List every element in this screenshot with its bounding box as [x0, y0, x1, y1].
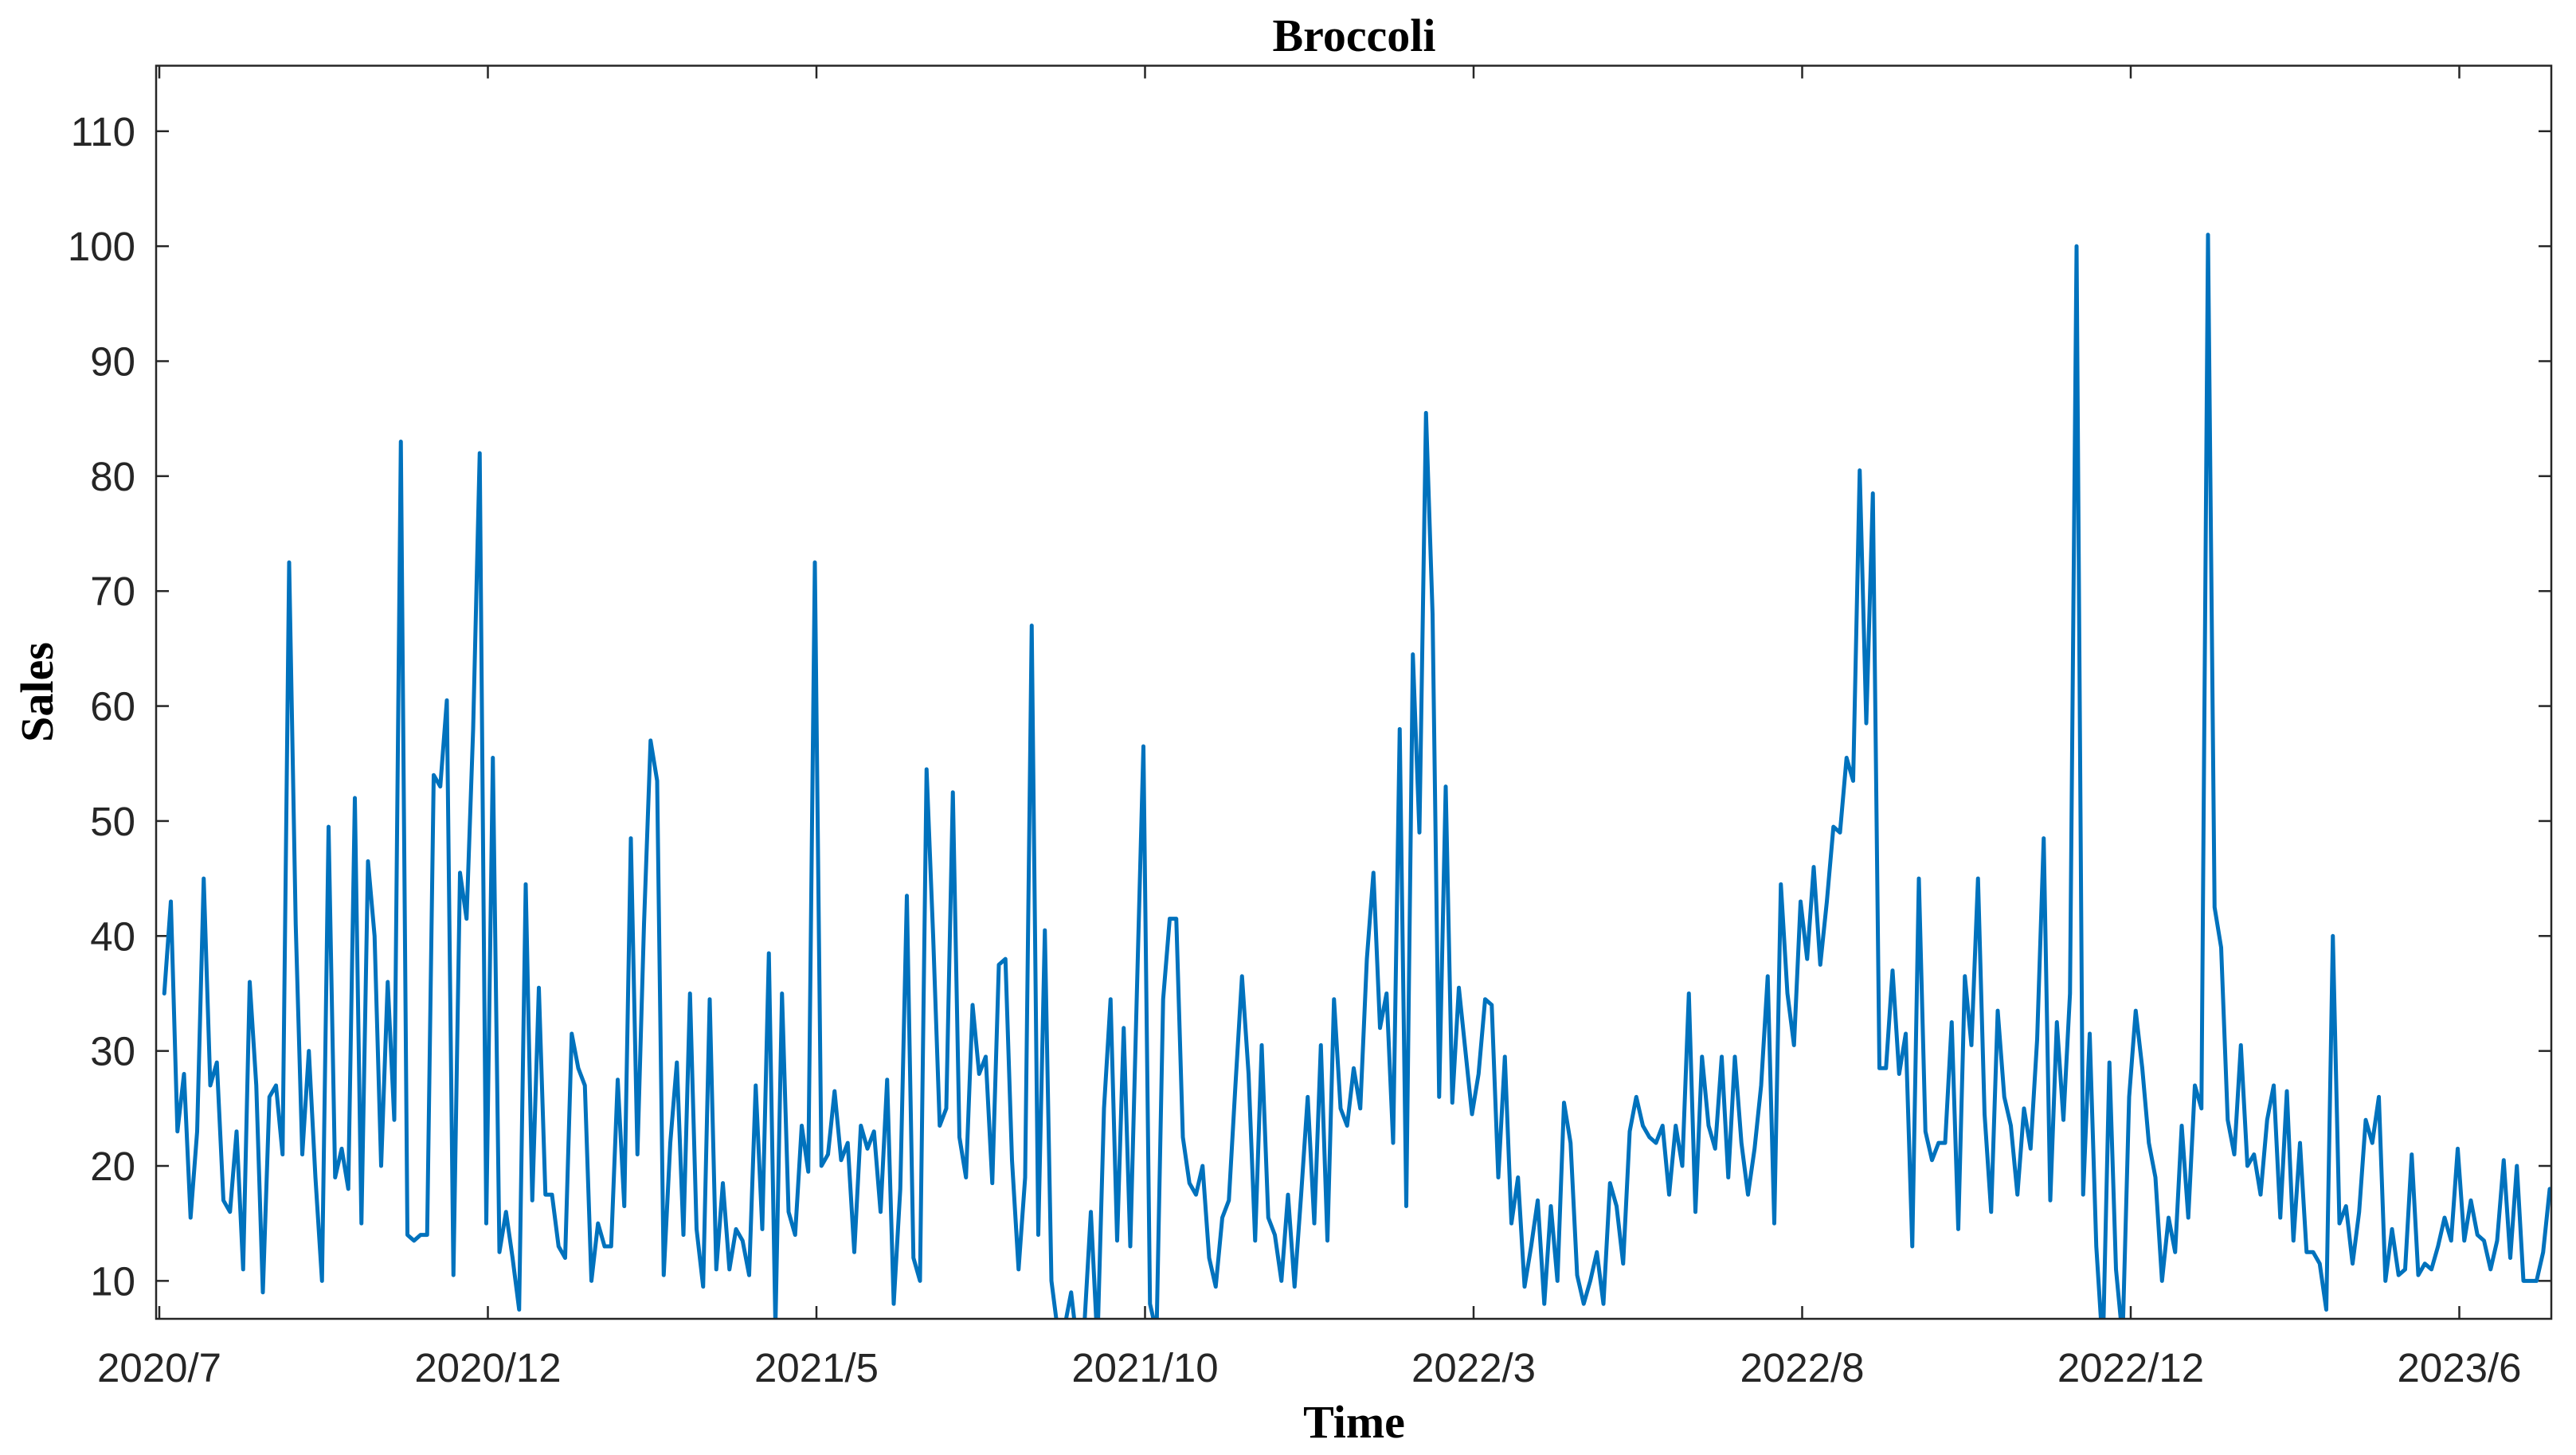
x-tick-label: 2023/6 — [2398, 1345, 2522, 1390]
tick-marks — [156, 65, 2551, 1319]
y-tick-label: 40 — [90, 913, 135, 959]
x-tick-label: 2022/8 — [1740, 1345, 1865, 1390]
y-axis-label: Sales — [11, 642, 63, 742]
y-tick-label: 70 — [90, 569, 135, 614]
y-tick-label: 110 — [71, 109, 135, 154]
x-axis-label: Time — [1303, 1396, 1405, 1448]
x-tick-label: 2021/5 — [754, 1345, 879, 1390]
y-tick-label: 80 — [90, 454, 135, 499]
plot-background — [156, 65, 2551, 1319]
y-tick-label: 10 — [90, 1258, 135, 1304]
y-tick-label: 60 — [90, 684, 135, 729]
x-tick-labels: 2020/7 2020/12 2021/5 2021/10 2022/3 2022/8 20… — [97, 1345, 2522, 1390]
y-tick-label: 20 — [90, 1144, 135, 1189]
plot-frame — [155, 65, 2553, 1320]
y-tick-labels: 10 20 30 40 50 60 70 80 90 100 110 — [68, 109, 135, 1304]
y-tick-label: 30 — [90, 1029, 135, 1074]
y-tick-label: 100 — [68, 224, 135, 269]
y-tick-label: 90 — [90, 338, 135, 384]
y-tick-label: 50 — [90, 799, 135, 844]
x-tick-label: 2022/12 — [2057, 1345, 2204, 1390]
x-tick-label: 2021/10 — [1071, 1345, 1218, 1390]
x-tick-label: 2020/7 — [97, 1345, 221, 1390]
plot-area — [162, 233, 2551, 1319]
x-tick-label: 2022/3 — [1411, 1345, 1536, 1390]
x-tick-label: 2020/12 — [414, 1345, 561, 1390]
chart-title: Broccoli — [1272, 10, 1435, 61]
series-line — [162, 233, 2551, 1319]
